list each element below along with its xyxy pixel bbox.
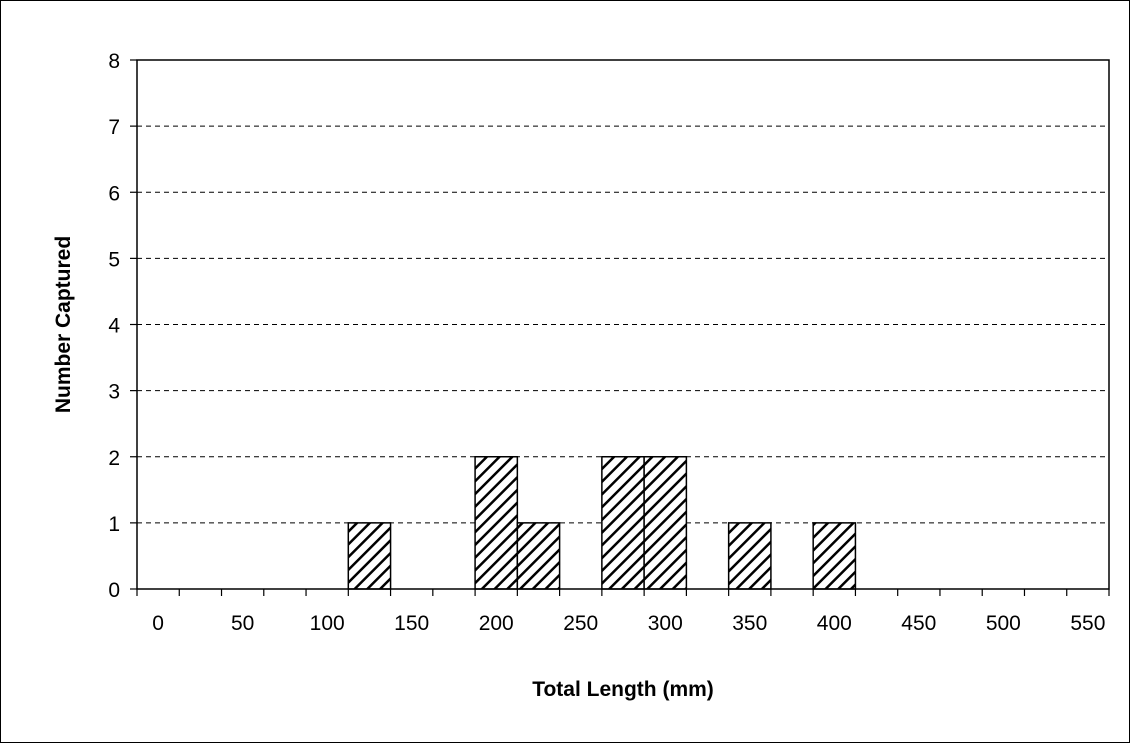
x-tick-labels: 0 50 100 150 200 250 300 350 400 450 500 550 (152, 612, 1105, 635)
x-tick-label: 400 (817, 612, 852, 635)
y-tick-label: 4 (108, 315, 120, 338)
bar-300 (643, 456, 688, 590)
x-axis-title: Total Length (mm) (532, 678, 714, 701)
bar-275 (601, 456, 645, 590)
y-tick-label: 1 (108, 513, 120, 536)
y-tick-label: 0 (108, 579, 120, 602)
x-tick-label: 50 (231, 612, 254, 635)
y-tick-label: 3 (108, 381, 120, 404)
gridlines (137, 125, 1109, 524)
x-tick-label: 350 (732, 612, 767, 635)
x-tick-label: 550 (1070, 612, 1105, 635)
x-tick-label: 300 (648, 612, 683, 635)
y-tick-label: 2 (108, 447, 120, 470)
bar-350 (727, 522, 772, 590)
y-axis-title: Number Captured (52, 236, 75, 413)
bar-225 (516, 522, 561, 590)
y-tick-label: 7 (108, 116, 120, 139)
y-tick-label: 8 (108, 50, 120, 73)
bar-400 (812, 522, 857, 590)
bar-125 (347, 522, 392, 590)
bar-200 (474, 456, 519, 590)
x-tick-label: 250 (563, 612, 598, 635)
x-tick-label: 450 (901, 612, 936, 635)
x-tick-label: 0 (152, 612, 164, 635)
x-tick-label: 500 (986, 612, 1021, 635)
ticks (130, 59, 1110, 596)
x-tick-label: 200 (479, 612, 514, 635)
x-tick-label: 150 (394, 612, 429, 635)
x-tick-label: 100 (310, 612, 345, 635)
bars (347, 456, 857, 590)
y-tick-label: 5 (108, 248, 120, 271)
y-tick-labels: 0 1 2 3 4 5 6 7 8 (108, 50, 120, 602)
y-tick-label: 6 (108, 182, 120, 205)
